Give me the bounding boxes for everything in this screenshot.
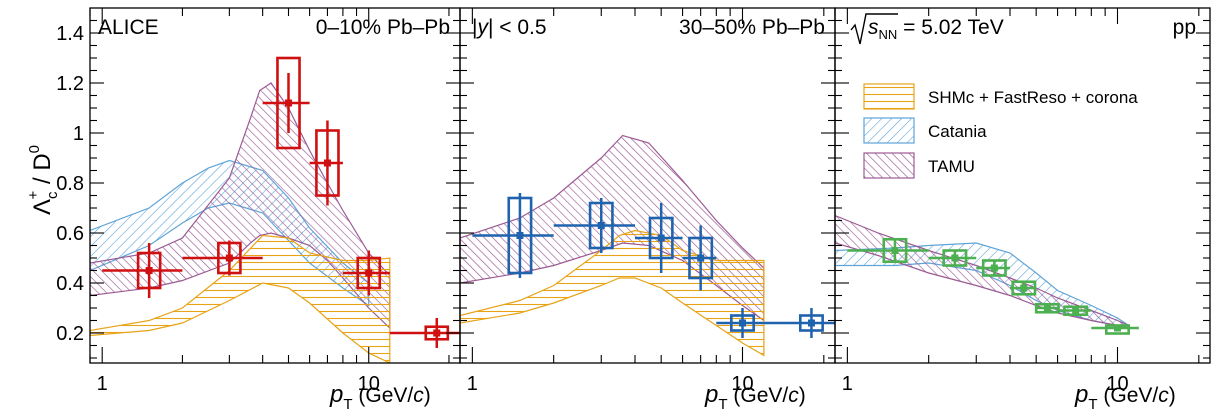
data-marker — [738, 319, 746, 327]
x-tick-label: 10 — [358, 373, 380, 395]
svg-text:pT (GeV/c): pT (GeV/c) — [704, 381, 806, 413]
data-marker — [225, 254, 233, 262]
panel-central-pbpb: 0.2 0.4 0.6 0.8 1 1.2 1.4 1 10 ALICE 0–10% Pb–Pb — [56, 7, 461, 395]
data-point — [262, 56, 310, 150]
syst-error-box — [1034, 302, 1060, 314]
data-point — [976, 259, 1010, 277]
syst-error-box — [356, 256, 382, 290]
data-marker — [597, 222, 605, 229]
legend-entry-catania: Catania — [863, 117, 987, 144]
syst-error-box — [315, 129, 340, 197]
data-point — [472, 193, 554, 278]
x-tick-label: 1 — [842, 373, 853, 395]
data-point — [716, 308, 764, 338]
panel-label-right: 0–10% Pb–Pb — [316, 16, 450, 39]
y-tick-label: 1.4 — [56, 23, 84, 45]
syst-error-box — [507, 196, 533, 275]
data-point — [1057, 305, 1092, 317]
data-point — [928, 249, 977, 267]
x-tick-label: 10 — [731, 373, 753, 395]
data-point — [102, 243, 183, 298]
panel-frame — [834, 7, 1211, 364]
x-tick-label: 1 — [97, 373, 108, 395]
legend: SHMc + FastReso + corona Catania TAMU — [863, 83, 1138, 179]
syst-error-box — [648, 216, 674, 260]
data-marker — [951, 254, 959, 262]
svg-text:pT (GeV/c): pT (GeV/c) — [1074, 381, 1176, 413]
data-marker — [1043, 304, 1051, 312]
svg-text:Λc+ / D0: Λc+ / D0 — [25, 145, 61, 215]
svg-text:TAMU: TAMU — [928, 157, 975, 176]
data-marker — [807, 319, 815, 327]
data-point — [1091, 324, 1139, 335]
y-axis-title: Λc+ / D0 — [25, 145, 61, 215]
legend-entry-tamu: TAMU — [863, 152, 975, 179]
data-point — [682, 225, 717, 291]
data-marker — [323, 159, 331, 167]
data-marker — [657, 234, 665, 242]
data-point — [182, 240, 263, 276]
y-tick-label: 1 — [73, 123, 84, 145]
syst-error-box — [942, 249, 968, 267]
svg-text:sNN = 5.02 TeV: sNN = 5.02 TeV — [868, 16, 1004, 42]
data-point — [553, 198, 635, 253]
svg-text:pT (GeV/c): pT (GeV/c) — [329, 381, 431, 413]
syst-error-box — [136, 251, 162, 290]
data-marker — [433, 329, 441, 337]
data-marker — [697, 254, 705, 262]
syst-error-box — [981, 259, 1007, 277]
panel-pp: 1 10 sNN = 5.02 TeV pp — [834, 7, 1211, 395]
y-tick-label: 0.2 — [56, 323, 84, 345]
data-marker — [145, 267, 153, 274]
syst-error-box — [798, 314, 824, 332]
syst-error-box — [882, 237, 908, 264]
data-point — [309, 120, 343, 206]
syst-error-box — [1011, 280, 1037, 296]
data-marker — [1113, 324, 1121, 332]
data-marker — [990, 264, 998, 272]
y-tick-label: 0.6 — [56, 223, 84, 245]
panel-label-right: pp — [1173, 16, 1196, 39]
syst-error-box — [730, 314, 755, 332]
y-tick-label: 0.8 — [56, 173, 84, 195]
data-marker — [891, 247, 899, 254]
data-marker — [284, 99, 292, 107]
svg-text:SHMc + FastReso + corona: SHMc + FastReso + corona — [928, 88, 1138, 107]
syst-error-box — [276, 56, 301, 150]
syst-error-box — [1063, 305, 1089, 317]
data-point — [1034, 302, 1060, 314]
panel-label-left: |y| < 0.5 — [472, 16, 547, 39]
y-tick-label: 1.2 — [56, 73, 84, 95]
panel-label-right: 30–50% Pb–Pb — [679, 16, 825, 39]
legend-entry-shmc: SHMc + FastReso + corona — [863, 83, 1138, 110]
svg-text:Catania: Catania — [928, 122, 987, 141]
data-point — [1010, 280, 1037, 296]
x-tick-label: 1 — [467, 373, 478, 395]
x-axis-title-2: pT (GeV/c) — [1074, 381, 1176, 413]
data-marker — [365, 269, 373, 277]
x-axis-title-1: pT (GeV/c) — [704, 381, 806, 413]
panel-label-left: ALICE — [98, 16, 159, 39]
syst-error-box — [588, 201, 614, 250]
panel-semicentral-pbpb: 1 10 |y| < 0.5 30–50% Pb–Pb — [459, 7, 836, 395]
energy-label: sNN = 5.02 TeV — [850, 13, 1004, 45]
data-marker — [1020, 284, 1028, 292]
data-point — [847, 237, 929, 264]
x-tick-label: 10 — [1106, 373, 1128, 395]
data-point — [763, 308, 835, 338]
syst-error-box — [688, 236, 714, 280]
syst-error-box — [217, 241, 242, 275]
y-tick-label: 0.4 — [56, 273, 84, 295]
data-marker — [1072, 307, 1080, 314]
data-marker — [516, 232, 524, 239]
x-axis-title-0: pT (GeV/c) — [329, 381, 431, 413]
data-point — [635, 203, 683, 273]
data-point — [342, 250, 390, 296]
